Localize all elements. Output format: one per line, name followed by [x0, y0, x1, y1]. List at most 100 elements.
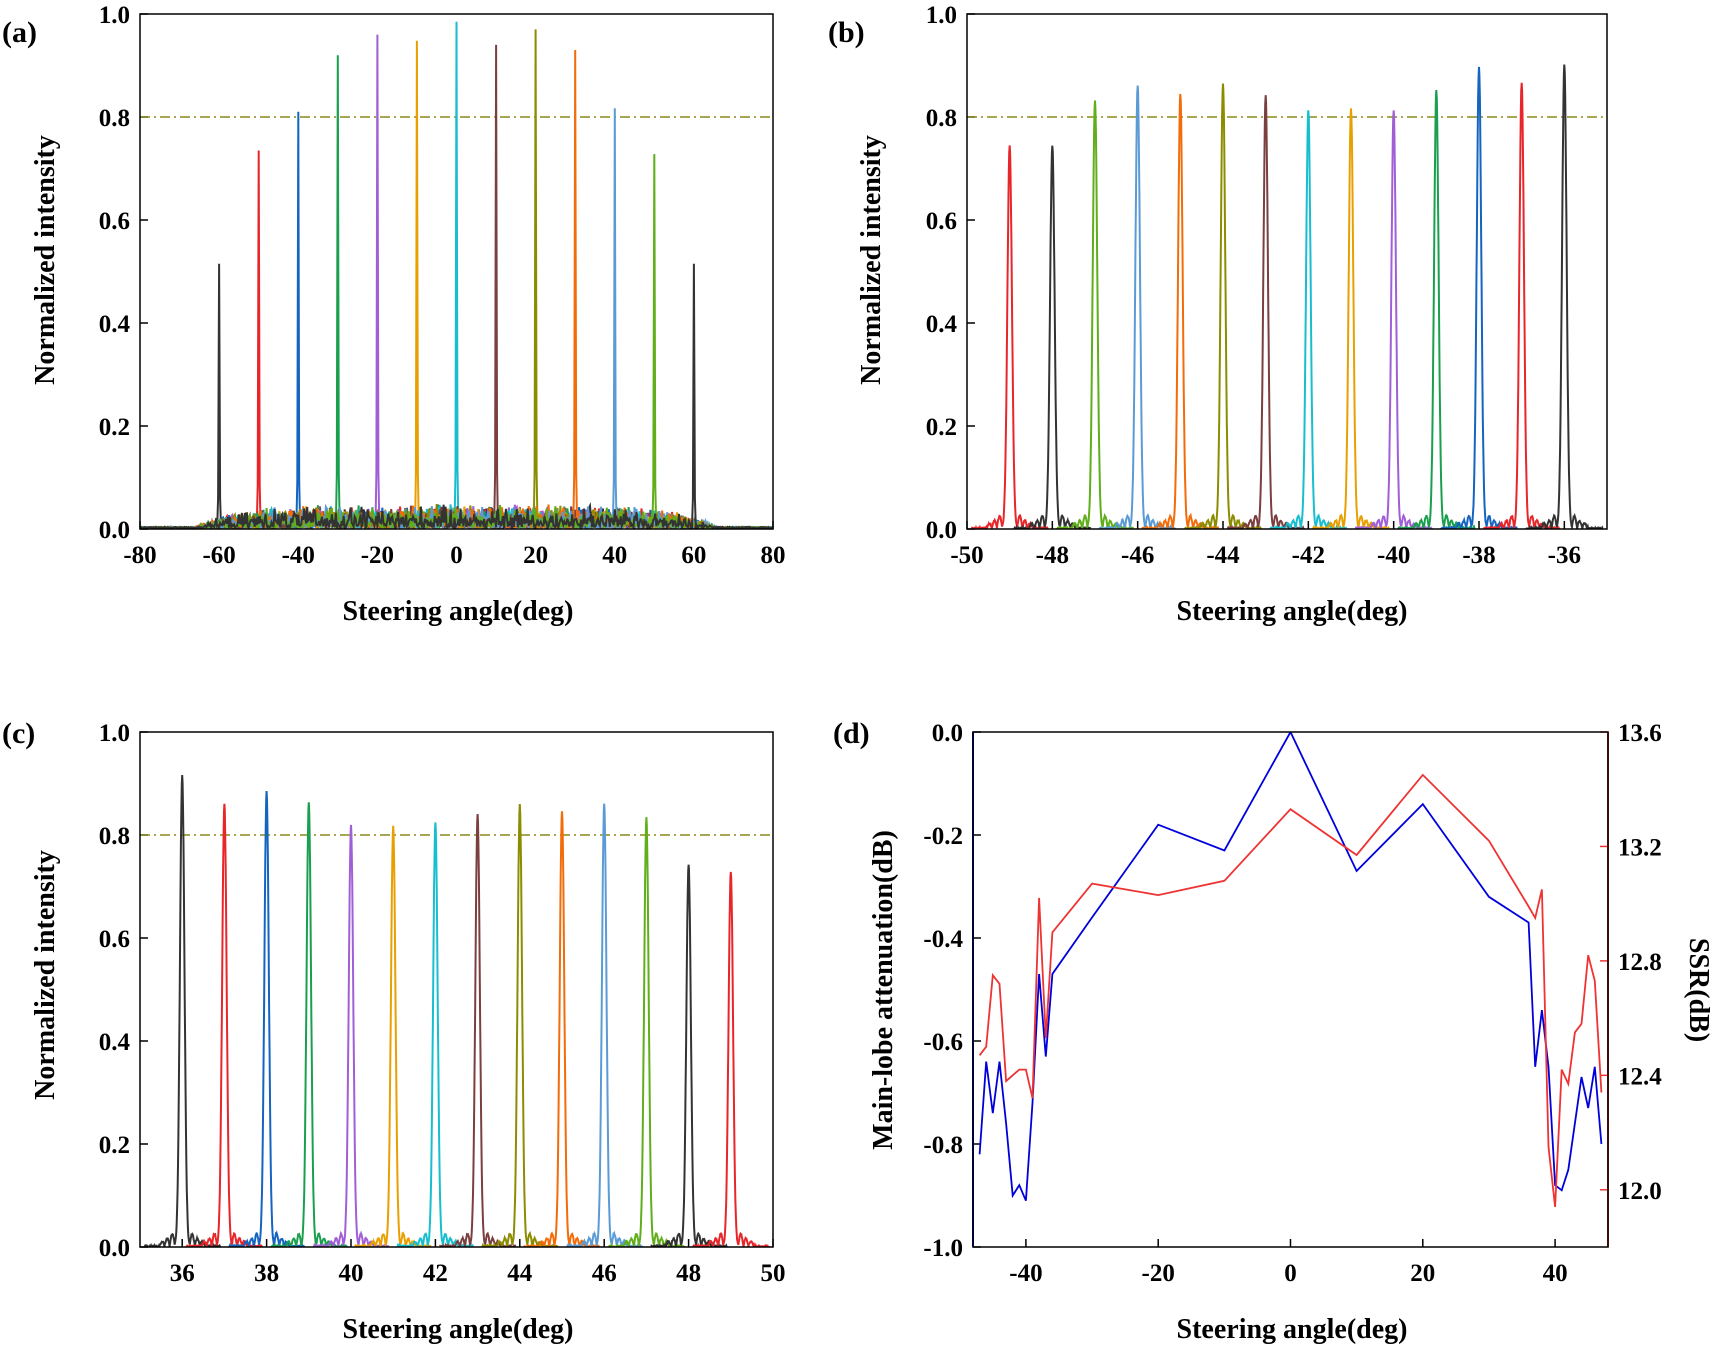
panel-c-ylabel: Normalized intensity: [30, 850, 61, 1100]
panel-b-series-m36: [1525, 64, 1604, 529]
panel-a-xtick-label: 20: [523, 542, 548, 569]
panel-c-frame: [139, 731, 774, 1248]
panel-b-xtick-label: -40: [1377, 542, 1410, 569]
panel-a-series-0: [140, 21, 773, 529]
panel-b-ytick-label: 0.0: [926, 517, 957, 544]
panel-a-ytick-label: 0.6: [99, 208, 130, 235]
panel-c-series-49: [692, 871, 770, 1247]
panel-c-xtick-label: 44: [507, 1260, 533, 1287]
panel-d-xlabel: Steering angle(deg): [1177, 1314, 1408, 1345]
panel-c-series-47: [607, 817, 686, 1247]
panel-b-xlabel: Steering angle(deg): [1177, 596, 1408, 627]
panel-d-y2tick-label: 12.8: [1618, 949, 1662, 976]
panel-b-series-m41: [1311, 108, 1391, 529]
panel-a-xtick-label: -20: [361, 542, 394, 569]
panel-a-ytick-label: 0.0: [99, 517, 130, 544]
panel-d-series-ssr: [978, 773, 1603, 1207]
panel-b-xtick-label: -48: [1036, 542, 1069, 569]
panel-a-ytick-label: 1.0: [99, 2, 130, 29]
panel-d-ytick-label: -0.4: [923, 926, 963, 953]
panel-b-series-m47: [1055, 100, 1134, 529]
panel-c-series-46: [566, 803, 644, 1247]
panel-b-series-m38: [1439, 66, 1518, 529]
panel-b-ylabel: Normalized intensity: [856, 135, 887, 385]
panel-a-label: (a): [2, 16, 37, 49]
panel-d: (d) Main-lobe attenuation(dB) SSR(dB) St…: [833, 717, 1714, 1345]
panel-b-xtick-label: -46: [1121, 542, 1154, 569]
panel-a-xtick-label: -80: [123, 542, 156, 569]
panel-c-series-group: [140, 775, 773, 1247]
panel-d-y2tick-label: 12.0: [1618, 1178, 1662, 1205]
panel-b-series-m44: [1184, 83, 1262, 529]
panel-d-y2tick-label: 13.2: [1618, 834, 1662, 861]
panel-a-ytick-label: 0.4: [99, 311, 131, 338]
panel-b-series-m46: [1098, 85, 1177, 529]
panel-b-series-m45: [1141, 93, 1220, 529]
panel-d-series-attenuation: [978, 732, 1603, 1202]
panel-c-series-39: [269, 802, 348, 1247]
panel-c-xtick-label: 42: [423, 1260, 448, 1287]
panel-a-ylabel: Normalized intensity: [30, 135, 61, 385]
panel-b-xtick-label: -38: [1462, 542, 1495, 569]
panel-d-ytick-label: -0.2: [923, 823, 963, 850]
panel-c-series-36: [143, 775, 222, 1247]
panel-b-xtick-label: -44: [1206, 542, 1240, 569]
panel-c-ytick-label: 0.6: [99, 926, 130, 953]
panel-a-frame: [139, 13, 774, 530]
panel-b-series-m49: [970, 145, 1049, 529]
panel-c-ytick-label: 1.0: [99, 720, 130, 747]
panel-d-ytick-label: 0.0: [932, 720, 963, 747]
panel-d-y2tick-label: 13.6: [1618, 720, 1662, 747]
panel-c-label: (c): [2, 717, 35, 750]
panel-b-xtick-label: -42: [1292, 542, 1325, 569]
panel-b-series-group: [967, 64, 1607, 529]
panel-b-series-m37: [1482, 82, 1561, 529]
panel-c-series-43: [439, 813, 517, 1247]
panel-c-xtick-label: 40: [339, 1260, 364, 1287]
panel-b-series-m39: [1397, 90, 1476, 529]
panel-d-frame: [972, 731, 1609, 1248]
panel-c-series-41: [354, 825, 432, 1247]
panel-b-xtick-label: -36: [1548, 542, 1581, 569]
panel-c-series-40: [312, 824, 390, 1247]
panel-c-xtick-label: 36: [170, 1260, 195, 1287]
panel-b-series-m42: [1269, 110, 1348, 529]
panel-d-ytick-label: -0.8: [923, 1132, 963, 1159]
panel-a-series-60: [140, 263, 773, 529]
panel-c-plot: 36 38 40 42 44 46 48 50 0.0 0.2 0.4 0.6 0.8 1.0: [99, 720, 786, 1287]
panel-c-xlabel: Steering angle(deg): [343, 1314, 574, 1345]
panel-b-ytick-label: 0.4: [926, 311, 958, 338]
panel-c: (c) Normalized intensity Steering angle(…: [2, 717, 786, 1345]
panel-a-ytick-label: 0.8: [99, 105, 130, 132]
panel-d-xtick-label: 40: [1543, 1260, 1568, 1287]
panel-d-ytick-label: -1.0: [923, 1235, 963, 1262]
panel-b-series-m43: [1226, 95, 1306, 529]
panel-a-xtick-label: -40: [282, 542, 315, 569]
panel-a-series-group: [140, 21, 773, 529]
panel-c-series-37: [185, 803, 264, 1247]
panel-a-xtick-label: 60: [681, 542, 706, 569]
panel-a-ytick-label: 0.2: [99, 414, 130, 441]
panel-a-plot: -80 -60 -40 -20 0 20 40 60 80 0.0 0.2 0.4 0.6 0.8 1.0: [99, 2, 786, 569]
panel-b: (b) Normalized intensity Steering angle(…: [828, 2, 1608, 627]
panel-b-ytick-label: 1.0: [926, 2, 957, 29]
panel-a-xlabel: Steering angle(deg): [343, 596, 574, 627]
panel-b-ytick-label: 0.8: [926, 105, 957, 132]
panel-b-frame: [966, 13, 1608, 530]
panel-d-y2label: SSR(dB): [1683, 938, 1714, 1042]
panel-d-xtick-label: 0: [1284, 1260, 1297, 1287]
panel-c-ytick-label: 0.0: [99, 1235, 130, 1262]
panel-b-ytick-label: 0.2: [926, 414, 957, 441]
panel-b-ytick-label: 0.6: [926, 208, 957, 235]
panel-d-xtick-label: -40: [1009, 1260, 1042, 1287]
panel-c-series-45: [523, 811, 601, 1247]
panel-b-series-m40: [1354, 110, 1433, 529]
panel-c-series-48: [650, 864, 728, 1247]
panel-d-xtick-label: 20: [1410, 1260, 1435, 1287]
panel-b-label: (b): [828, 16, 865, 49]
panel-c-ytick-label: 0.4: [99, 1029, 131, 1056]
panel-d-plot: -40 -20 0 20 40 -1.0 -0.8 -0.6 -0.4 -0.2 0.0 12.0 12…: [923, 720, 1662, 1287]
panel-c-xtick-label: 48: [676, 1260, 701, 1287]
panel-b-series-m48: [1013, 145, 1092, 529]
